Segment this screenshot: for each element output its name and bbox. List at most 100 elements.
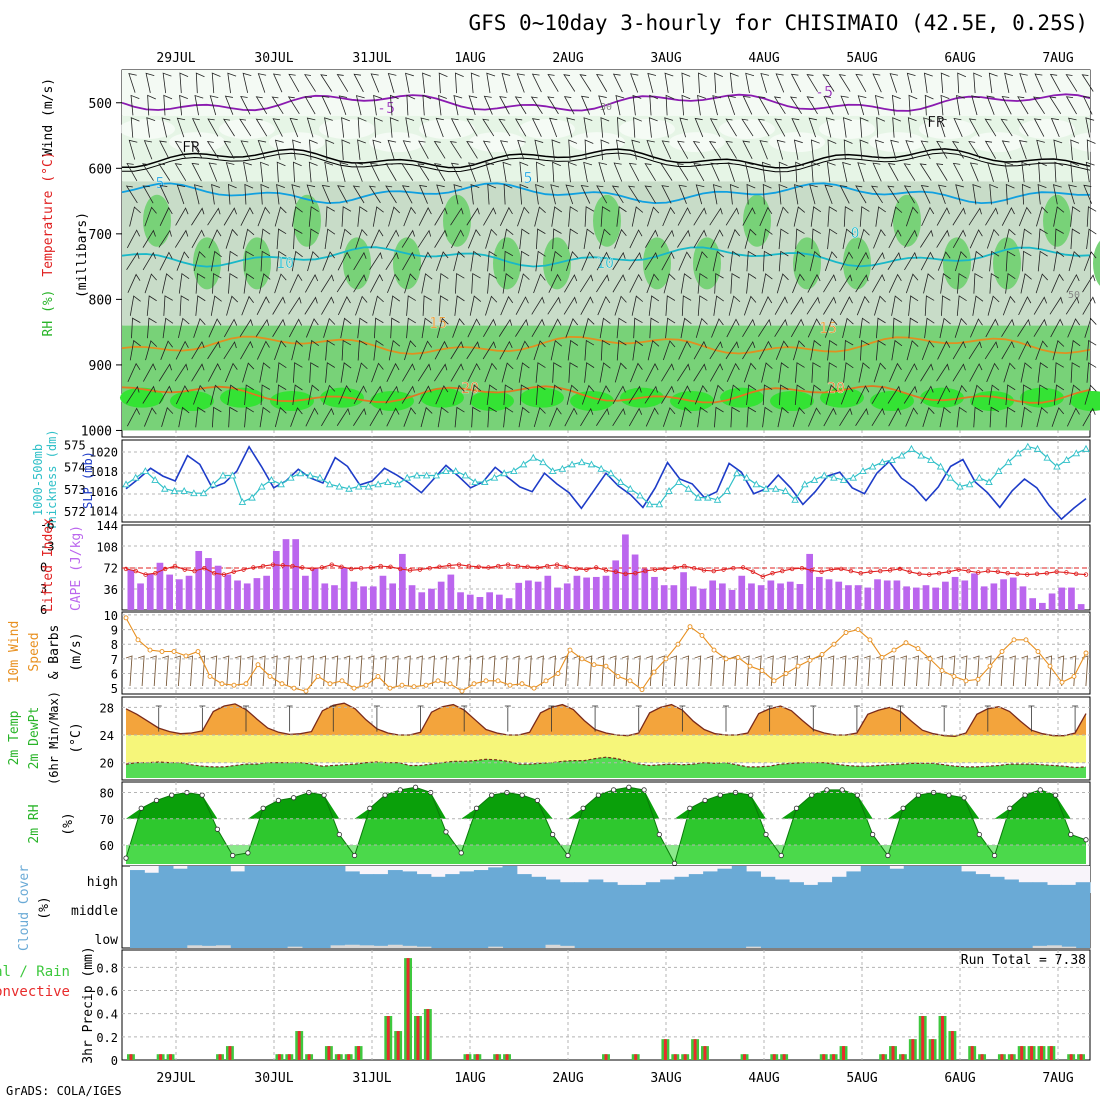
wind10-marker — [700, 633, 704, 637]
thickness-marker — [685, 486, 691, 492]
cloud-panel: highmiddlelowCloud Cover (%) — [17, 865, 1091, 951]
thickness-tick-label: 575 — [64, 438, 86, 452]
thickness-marker — [724, 488, 730, 494]
precip-tick-label: 0.4 — [96, 1008, 118, 1022]
cape-bar — [700, 589, 707, 610]
y-tick-label: 900 — [89, 359, 112, 374]
wind10-barb — [658, 656, 664, 686]
wind10-marker — [424, 683, 428, 687]
precip-convective-bar — [1030, 1046, 1033, 1060]
thickness-marker — [627, 486, 633, 492]
cape-bar — [428, 589, 435, 610]
rh-tick-label: 80 — [100, 787, 114, 801]
rh-marker — [596, 793, 600, 797]
rh-marker — [611, 788, 615, 792]
wind10-line — [126, 618, 1086, 691]
wind10-marker — [184, 654, 188, 658]
cloud-high-bar — [316, 866, 331, 893]
cloud-high-bar — [703, 871, 718, 893]
date-label-bottom: 7AUG — [1042, 1071, 1073, 1086]
rh-marker — [840, 788, 844, 792]
cloud-high-bar — [517, 874, 532, 893]
legend-convective: Convective — [0, 984, 70, 1000]
precip-panel: 00.20.40.60.8Run Total = 7.38Total / Rai… — [0, 946, 1090, 1068]
precip-convective-bar — [1010, 1054, 1013, 1060]
rh-marker — [855, 793, 859, 797]
ylabel-wind10-speed: Speed — [27, 632, 42, 671]
cape-bar — [729, 590, 736, 610]
wind10-marker — [148, 648, 152, 652]
precip-convective-bar — [298, 1031, 301, 1060]
rh-marker — [535, 798, 539, 802]
upper-air-panel: -555010 1015 1520 20-5FRFR30505006007008009… — [41, 70, 1100, 439]
wind10-marker — [928, 657, 932, 661]
precip-convective-bar — [981, 1054, 984, 1060]
cloud-high-bar — [746, 871, 761, 893]
cape-bar — [292, 539, 299, 610]
thickness-marker — [579, 459, 585, 465]
rh-marker — [368, 806, 372, 810]
cape-bar — [351, 582, 358, 610]
thickness-marker — [899, 453, 905, 459]
rh-marker — [627, 785, 631, 789]
wind10-barb — [174, 656, 180, 686]
cape-bar — [195, 551, 202, 610]
cape-bar — [981, 586, 988, 610]
wind10-barb — [308, 656, 314, 686]
cloud-low-bar — [546, 945, 561, 948]
rh-high-patch — [520, 388, 564, 408]
wind10-marker — [124, 616, 128, 620]
rh-marker — [474, 806, 478, 810]
wind10-marker — [232, 683, 236, 687]
wind10-barb — [779, 656, 785, 686]
precip-convective-bar — [1020, 1046, 1023, 1060]
wind10-marker — [196, 650, 200, 654]
date-label-bottom: 3AUG — [650, 1071, 681, 1086]
cape-bar — [312, 569, 319, 610]
rh-marker — [170, 793, 174, 797]
cloud-low-bar — [488, 947, 503, 948]
isotherm-label: FR — [927, 113, 946, 131]
isotherm-label: 10 — [596, 254, 614, 272]
cape-bar — [438, 582, 445, 610]
wind10-marker — [988, 664, 992, 668]
wind10-barb — [501, 656, 507, 686]
wind10-barb — [138, 656, 144, 686]
cloud-level-label: middle — [71, 904, 118, 919]
wind10-marker — [832, 642, 836, 646]
rh-marker — [1008, 806, 1012, 810]
rh-dry-patch — [319, 119, 375, 139]
wind10-marker — [280, 682, 284, 686]
wind10-marker — [748, 664, 752, 668]
date-label-top: 2AUG — [552, 51, 583, 66]
wind10-marker — [1012, 638, 1016, 642]
isotherm-label: -5 — [377, 99, 395, 117]
cape-bar — [273, 551, 280, 610]
cape-bar — [515, 583, 522, 610]
cape-bar — [835, 582, 842, 610]
cloud-high-bar — [359, 874, 374, 893]
precip-convective-bar — [327, 1046, 330, 1060]
cloud-low-bar — [1061, 947, 1076, 948]
wind10-barb — [429, 656, 435, 686]
cape-bar — [341, 568, 348, 611]
cape-bar — [409, 585, 416, 610]
cape-bar — [467, 595, 474, 610]
rh-mid-patch — [1093, 237, 1100, 289]
wind10-marker — [904, 641, 908, 645]
wind10-marker — [172, 650, 176, 654]
cloud-high-bar — [531, 877, 546, 893]
rh-marker — [1023, 793, 1027, 797]
rh-dry-patch — [419, 119, 475, 139]
cloud-high-bar — [546, 880, 561, 894]
ylabel-wind: Wind (m/s) — [41, 78, 56, 156]
wind10-marker — [1000, 650, 1004, 654]
wind10-barb — [550, 656, 556, 686]
cloud-high-bar — [503, 866, 518, 893]
wind10-marker — [304, 689, 308, 693]
rh-high-patch — [770, 391, 814, 411]
rh-mid-patch — [443, 195, 471, 247]
thickness-marker — [598, 466, 604, 472]
cloud-middle-bar — [130, 893, 1090, 948]
